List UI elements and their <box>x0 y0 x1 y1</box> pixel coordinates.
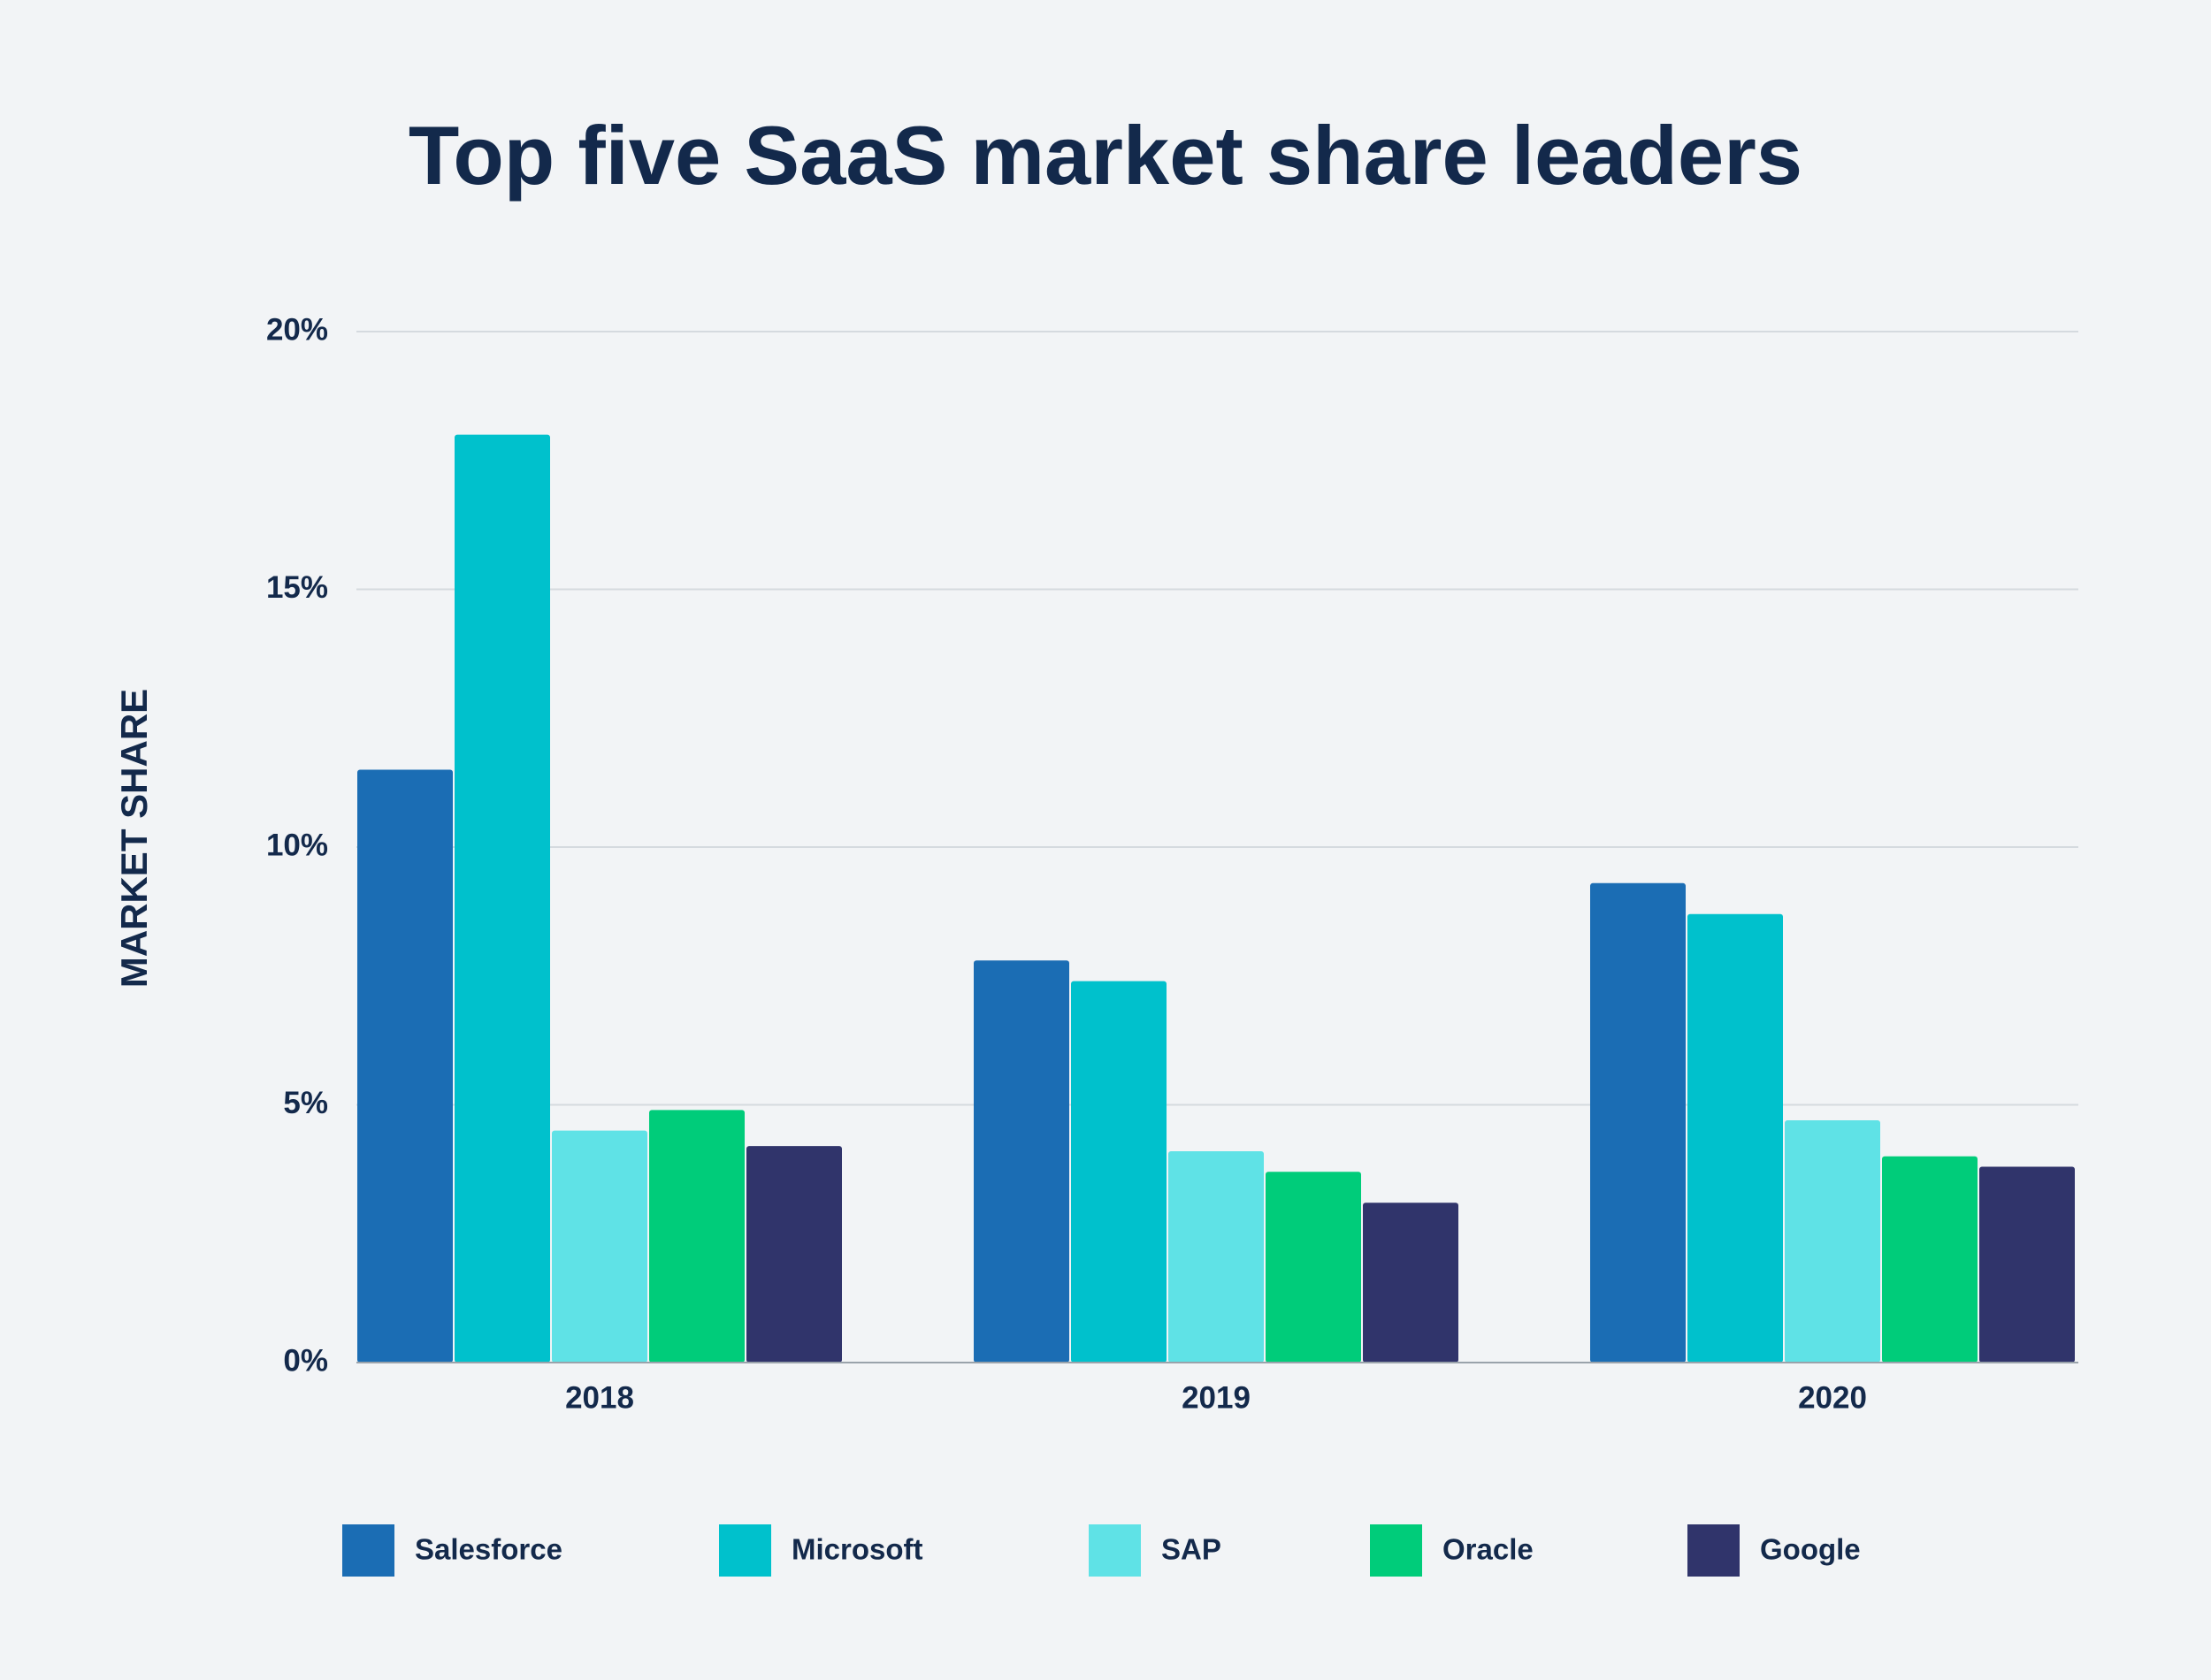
chart-title: Top five SaaS market share leaders <box>409 109 1802 202</box>
bar <box>1785 1119 1880 1363</box>
bar <box>746 1146 842 1363</box>
bar <box>1687 913 1783 1363</box>
bar <box>1363 1203 1458 1363</box>
legend-label: Salesforce <box>415 1533 562 1566</box>
legend-label: Microsoft <box>792 1533 923 1566</box>
bar <box>1266 1172 1361 1363</box>
bar <box>357 769 453 1363</box>
y-tick-label: 5% <box>283 1086 328 1120</box>
y-axis-label: MARKET SHARE <box>113 689 155 988</box>
bar <box>455 434 550 1363</box>
legend-label: SAP <box>1161 1533 1221 1566</box>
legend-swatch <box>719 1524 771 1577</box>
bar <box>649 1110 745 1363</box>
legend-swatch <box>1089 1524 1141 1577</box>
bar <box>1882 1156 1978 1363</box>
legend-swatch <box>342 1524 394 1577</box>
bar <box>552 1130 647 1363</box>
y-tick-label: 0% <box>283 1343 328 1378</box>
bar <box>974 960 1069 1363</box>
bar <box>1168 1150 1264 1363</box>
legend-swatch <box>1370 1524 1422 1577</box>
bar <box>1979 1166 2075 1363</box>
x-tick-label: 2020 <box>1798 1380 1867 1415</box>
bar <box>1590 882 1686 1363</box>
y-tick-label: 10% <box>266 828 328 862</box>
x-tick-label: 2018 <box>565 1380 634 1415</box>
bar <box>1071 981 1167 1363</box>
legend-swatch <box>1687 1524 1740 1577</box>
legend-label: Oracle <box>1442 1533 1534 1566</box>
y-tick-label: 20% <box>266 312 328 347</box>
x-tick-label: 2019 <box>1182 1380 1251 1415</box>
y-tick-label: 15% <box>266 570 328 605</box>
legend-label: Google <box>1760 1533 1861 1566</box>
